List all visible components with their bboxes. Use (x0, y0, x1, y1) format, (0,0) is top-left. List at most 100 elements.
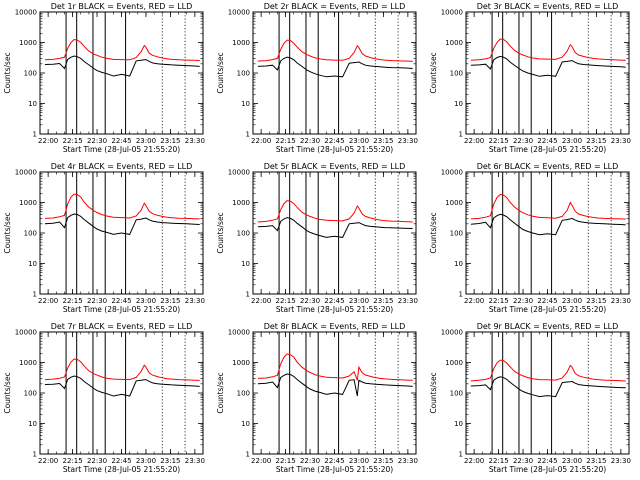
y-tick-label: 1 (33, 451, 37, 459)
y-tick-label: 10000 (15, 9, 37, 17)
x-tick-label: 22:15 (276, 457, 296, 465)
x-axis-label: Start Time (28-Jul-05 21:55:20) (276, 465, 393, 474)
series-line-red (257, 200, 413, 223)
x-tick-label: 23:15 (160, 457, 180, 465)
chart-panel: Det 1r BLACK = Events, RED = LLD 1 10 100 10… (3, 2, 205, 154)
x-axis-label: Start Time (28-Jul-05 21:55:20) (276, 145, 393, 154)
series-line-black (470, 213, 626, 236)
y-tick-label: 100 (450, 70, 463, 78)
y-tick-label: 10 (28, 100, 37, 108)
y-tick-label: 1 (459, 131, 463, 139)
chart-panel: Det 5r BLACK = Events, RED = LLD 1 10 100 10… (216, 162, 418, 314)
y-tick-label: 10 (241, 100, 250, 108)
x-tick-label: 22:00 (38, 457, 58, 465)
x-axis-label: Start Time (28-Jul-05 21:55:20) (489, 465, 606, 474)
x-tick-label: 22:00 (464, 297, 484, 305)
series-line-red (470, 193, 626, 220)
y-tick-label: 1000 (19, 39, 37, 47)
x-tick-label: 23:00 (562, 457, 582, 465)
x-tick-label: 23:15 (373, 297, 393, 305)
chart-title: Det 2r BLACK = Events, RED = LLD (264, 2, 406, 11)
plot-frame (252, 171, 417, 295)
x-tick-label: 23:30 (185, 137, 205, 145)
y-tick-label: 1000 (232, 39, 250, 47)
x-axis-label: Start Time (28-Jul-05 21:55:20) (489, 305, 606, 314)
x-tick-label: 22:45 (537, 297, 557, 305)
chart-title: Det 4r BLACK = Events, RED = LLD (51, 162, 193, 171)
y-tick-label: 1000 (19, 359, 37, 367)
series-line-black (470, 55, 626, 77)
y-tick-label: 10000 (228, 329, 250, 337)
y-tick-label: 1 (33, 131, 37, 139)
y-tick-label: 1000 (445, 199, 463, 207)
series-line-red (44, 38, 200, 62)
y-tick-label: 100 (24, 70, 37, 78)
y-tick-label: 1000 (445, 359, 463, 367)
chart-title: Det 6r BLACK = Events, RED = LLD (477, 162, 619, 171)
x-tick-label: 23:30 (185, 297, 205, 305)
x-axis-label: Start Time (28-Jul-05 21:55:20) (63, 465, 180, 474)
x-tick-label: 22:45 (324, 137, 344, 145)
series-line-black (257, 217, 413, 238)
series-line-red (44, 193, 200, 220)
x-axis-label: Start Time (28-Jul-05 21:55:20) (276, 305, 393, 314)
y-tick-label: 10000 (441, 169, 463, 177)
x-tick-label: 22:45 (324, 457, 344, 465)
x-tick-label: 22:30 (300, 457, 320, 465)
x-tick-label: 22:15 (489, 297, 509, 305)
plot-frame (465, 331, 630, 455)
x-tick-label: 22:45 (111, 457, 131, 465)
x-tick-label: 22:30 (300, 137, 320, 145)
y-tick-label: 10000 (441, 329, 463, 337)
y-axis-label: Counts/sec (3, 212, 12, 253)
x-tick-label: 23:30 (611, 297, 631, 305)
plot-frame (465, 171, 630, 295)
chart-panel: Det 2r BLACK = Events, RED = LLD 1 10 100 10… (216, 2, 418, 154)
x-tick-label: 22:45 (324, 297, 344, 305)
y-tick-label: 10 (454, 100, 463, 108)
plot-frame (252, 11, 417, 135)
x-tick-label: 22:15 (276, 297, 296, 305)
x-tick-label: 22:00 (251, 457, 271, 465)
x-axis-label: Start Time (28-Jul-05 21:55:20) (63, 145, 180, 154)
chart-panel: Det 4r BLACK = Events, RED = LLD 1 10 100 10… (3, 162, 205, 314)
x-tick-label: 22:45 (111, 297, 131, 305)
x-axis-label: Start Time (28-Jul-05 21:55:20) (489, 145, 606, 154)
series-line-black (257, 56, 413, 78)
y-tick-label: 10 (28, 420, 37, 428)
x-tick-label: 22:30 (300, 297, 320, 305)
x-tick-label: 23:00 (349, 137, 369, 145)
x-tick-label: 22:15 (489, 457, 509, 465)
y-tick-label: 100 (237, 230, 250, 238)
y-tick-label: 100 (237, 390, 250, 398)
y-tick-label: 100 (450, 230, 463, 238)
x-tick-label: 22:00 (38, 297, 58, 305)
chart-title: Det 3r BLACK = Events, RED = LLD (477, 2, 619, 11)
y-tick-label: 1 (459, 291, 463, 299)
x-tick-label: 23:15 (160, 297, 180, 305)
series-line-red (257, 39, 413, 62)
series-line-red (257, 353, 413, 381)
x-tick-label: 22:30 (87, 457, 107, 465)
chart-panel: Det 6r BLACK = Events, RED = LLD 1 10 100 10… (429, 162, 631, 314)
x-tick-label: 22:00 (464, 137, 484, 145)
y-tick-label: 10000 (15, 169, 37, 177)
x-tick-label: 22:15 (489, 137, 509, 145)
y-tick-label: 10 (241, 420, 250, 428)
chart-panel: Det 9r BLACK = Events, RED = LLD 1 10 100 10… (429, 322, 631, 474)
chart-panel: Det 3r BLACK = Events, RED = LLD 1 10 100 10… (429, 2, 631, 154)
x-tick-label: 23:00 (562, 297, 582, 305)
series-line-red (44, 358, 200, 381)
x-tick-label: 23:00 (562, 137, 582, 145)
y-tick-label: 1 (459, 451, 463, 459)
x-tick-label: 23:15 (586, 457, 606, 465)
y-tick-label: 10000 (441, 9, 463, 17)
x-tick-label: 22:45 (537, 137, 557, 145)
y-axis-label: Counts/sec (429, 212, 438, 253)
plot-frame (39, 331, 204, 455)
y-axis-label: Counts/sec (429, 52, 438, 93)
x-tick-label: 22:00 (251, 137, 271, 145)
x-tick-label: 23:00 (136, 137, 156, 145)
x-tick-label: 22:00 (251, 297, 271, 305)
